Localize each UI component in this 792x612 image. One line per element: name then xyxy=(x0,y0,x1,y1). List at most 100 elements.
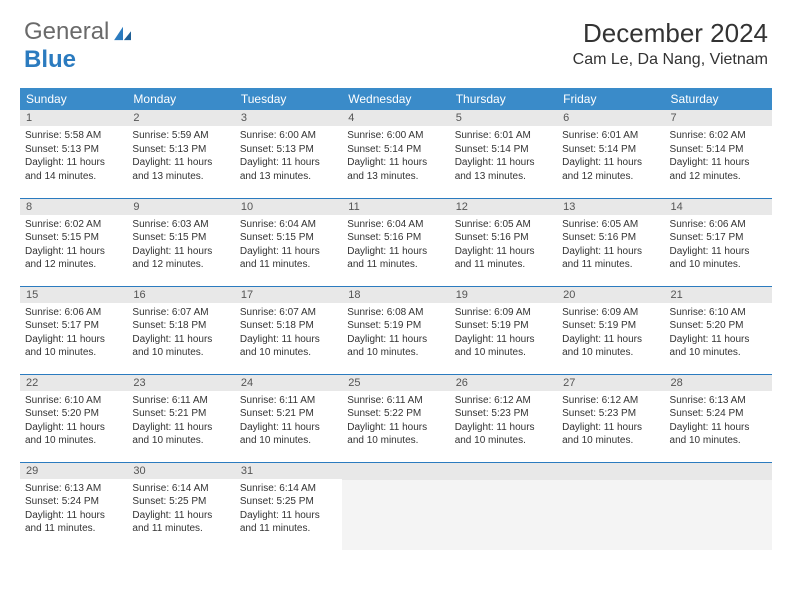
day-details: Sunrise: 6:08 AMSunset: 5:19 PMDaylight:… xyxy=(342,303,449,364)
day-details: Sunrise: 6:03 AMSunset: 5:15 PMDaylight:… xyxy=(127,215,234,276)
day-number: 15 xyxy=(20,287,127,303)
day-number: 13 xyxy=(557,199,664,215)
calendar-row: 8Sunrise: 6:02 AMSunset: 5:15 PMDaylight… xyxy=(20,198,772,286)
day-details: Sunrise: 5:58 AMSunset: 5:13 PMDaylight:… xyxy=(20,126,127,187)
month-title: December 2024 xyxy=(573,18,768,49)
day-details: Sunrise: 6:07 AMSunset: 5:18 PMDaylight:… xyxy=(127,303,234,364)
day-details: Sunrise: 6:14 AMSunset: 5:25 PMDaylight:… xyxy=(235,479,342,540)
calendar-cell: 1Sunrise: 5:58 AMSunset: 5:13 PMDaylight… xyxy=(20,110,127,198)
day-body-empty xyxy=(665,480,772,551)
calendar-cell: 14Sunrise: 6:06 AMSunset: 5:17 PMDayligh… xyxy=(665,198,772,286)
calendar-cell xyxy=(665,462,772,550)
day-details: Sunrise: 6:10 AMSunset: 5:20 PMDaylight:… xyxy=(665,303,772,364)
day-details: Sunrise: 6:02 AMSunset: 5:15 PMDaylight:… xyxy=(20,215,127,276)
calendar-cell: 7Sunrise: 6:02 AMSunset: 5:14 PMDaylight… xyxy=(665,110,772,198)
day-details: Sunrise: 6:07 AMSunset: 5:18 PMDaylight:… xyxy=(235,303,342,364)
calendar-row: 22Sunrise: 6:10 AMSunset: 5:20 PMDayligh… xyxy=(20,374,772,462)
day-details: Sunrise: 6:09 AMSunset: 5:19 PMDaylight:… xyxy=(557,303,664,364)
day-details: Sunrise: 5:59 AMSunset: 5:13 PMDaylight:… xyxy=(127,126,234,187)
day-details: Sunrise: 6:05 AMSunset: 5:16 PMDaylight:… xyxy=(450,215,557,276)
calendar-cell: 26Sunrise: 6:12 AMSunset: 5:23 PMDayligh… xyxy=(450,374,557,462)
day-details: Sunrise: 6:14 AMSunset: 5:25 PMDaylight:… xyxy=(127,479,234,540)
calendar-cell: 16Sunrise: 6:07 AMSunset: 5:18 PMDayligh… xyxy=(127,286,234,374)
day-number: 3 xyxy=(235,110,342,126)
day-body-empty xyxy=(557,480,664,551)
location-subtitle: Cam Le, Da Nang, Vietnam xyxy=(573,51,768,69)
calendar-cell: 9Sunrise: 6:03 AMSunset: 5:15 PMDaylight… xyxy=(127,198,234,286)
day-details: Sunrise: 6:04 AMSunset: 5:16 PMDaylight:… xyxy=(342,215,449,276)
page-header: GeneralBlue December 2024 Cam Le, Da Nan… xyxy=(0,0,792,82)
calendar-cell: 2Sunrise: 5:59 AMSunset: 5:13 PMDaylight… xyxy=(127,110,234,198)
calendar-cell: 20Sunrise: 6:09 AMSunset: 5:19 PMDayligh… xyxy=(557,286,664,374)
day-number: 30 xyxy=(127,463,234,479)
calendar-body: 1Sunrise: 5:58 AMSunset: 5:13 PMDaylight… xyxy=(20,110,772,550)
calendar-cell: 22Sunrise: 6:10 AMSunset: 5:20 PMDayligh… xyxy=(20,374,127,462)
day-number: 20 xyxy=(557,287,664,303)
day-details: Sunrise: 6:01 AMSunset: 5:14 PMDaylight:… xyxy=(450,126,557,187)
calendar-cell: 24Sunrise: 6:11 AMSunset: 5:21 PMDayligh… xyxy=(235,374,342,462)
day-details: Sunrise: 6:09 AMSunset: 5:19 PMDaylight:… xyxy=(450,303,557,364)
day-number: 23 xyxy=(127,375,234,391)
calendar-cell: 12Sunrise: 6:05 AMSunset: 5:16 PMDayligh… xyxy=(450,198,557,286)
day-details: Sunrise: 6:00 AMSunset: 5:14 PMDaylight:… xyxy=(342,126,449,187)
calendar-cell: 17Sunrise: 6:07 AMSunset: 5:18 PMDayligh… xyxy=(235,286,342,374)
day-number: 18 xyxy=(342,287,449,303)
weekday-header: Saturday xyxy=(665,88,772,110)
day-number: 27 xyxy=(557,375,664,391)
day-number-empty xyxy=(665,463,772,480)
day-number: 7 xyxy=(665,110,772,126)
day-details: Sunrise: 6:11 AMSunset: 5:21 PMDaylight:… xyxy=(235,391,342,452)
calendar-row: 15Sunrise: 6:06 AMSunset: 5:17 PMDayligh… xyxy=(20,286,772,374)
day-details: Sunrise: 6:13 AMSunset: 5:24 PMDaylight:… xyxy=(665,391,772,452)
weekday-header: Friday xyxy=(557,88,664,110)
day-number: 24 xyxy=(235,375,342,391)
day-number: 12 xyxy=(450,199,557,215)
calendar-cell xyxy=(557,462,664,550)
weekday-header: Thursday xyxy=(450,88,557,110)
calendar-cell: 15Sunrise: 6:06 AMSunset: 5:17 PMDayligh… xyxy=(20,286,127,374)
calendar-cell: 4Sunrise: 6:00 AMSunset: 5:14 PMDaylight… xyxy=(342,110,449,198)
calendar-cell: 18Sunrise: 6:08 AMSunset: 5:19 PMDayligh… xyxy=(342,286,449,374)
calendar-cell: 30Sunrise: 6:14 AMSunset: 5:25 PMDayligh… xyxy=(127,462,234,550)
calendar-cell xyxy=(342,462,449,550)
day-number-empty xyxy=(557,463,664,480)
day-details: Sunrise: 6:02 AMSunset: 5:14 PMDaylight:… xyxy=(665,126,772,187)
day-number: 19 xyxy=(450,287,557,303)
day-details: Sunrise: 6:10 AMSunset: 5:20 PMDaylight:… xyxy=(20,391,127,452)
day-number: 8 xyxy=(20,199,127,215)
day-number: 21 xyxy=(665,287,772,303)
day-number: 1 xyxy=(20,110,127,126)
calendar-cell: 19Sunrise: 6:09 AMSunset: 5:19 PMDayligh… xyxy=(450,286,557,374)
weekday-header: Tuesday xyxy=(235,88,342,110)
weekday-header: Wednesday xyxy=(342,88,449,110)
calendar-row: 29Sunrise: 6:13 AMSunset: 5:24 PMDayligh… xyxy=(20,462,772,550)
day-details: Sunrise: 6:04 AMSunset: 5:15 PMDaylight:… xyxy=(235,215,342,276)
weekday-header-row: Sunday Monday Tuesday Wednesday Thursday… xyxy=(20,88,772,110)
day-number: 6 xyxy=(557,110,664,126)
day-number: 9 xyxy=(127,199,234,215)
day-details: Sunrise: 6:11 AMSunset: 5:21 PMDaylight:… xyxy=(127,391,234,452)
day-number: 25 xyxy=(342,375,449,391)
day-number: 22 xyxy=(20,375,127,391)
calendar-cell xyxy=(450,462,557,550)
day-number: 14 xyxy=(665,199,772,215)
calendar-cell: 29Sunrise: 6:13 AMSunset: 5:24 PMDayligh… xyxy=(20,462,127,550)
day-number: 17 xyxy=(235,287,342,303)
calendar-cell: 13Sunrise: 6:05 AMSunset: 5:16 PMDayligh… xyxy=(557,198,664,286)
day-number: 16 xyxy=(127,287,234,303)
calendar-cell: 3Sunrise: 6:00 AMSunset: 5:13 PMDaylight… xyxy=(235,110,342,198)
day-number: 2 xyxy=(127,110,234,126)
day-number: 10 xyxy=(235,199,342,215)
title-block: December 2024 Cam Le, Da Nang, Vietnam xyxy=(573,18,768,69)
day-details: Sunrise: 6:13 AMSunset: 5:24 PMDaylight:… xyxy=(20,479,127,540)
calendar-row: 1Sunrise: 5:58 AMSunset: 5:13 PMDaylight… xyxy=(20,110,772,198)
day-details: Sunrise: 6:01 AMSunset: 5:14 PMDaylight:… xyxy=(557,126,664,187)
logo-sail-icon xyxy=(113,20,133,47)
day-body-empty xyxy=(342,480,449,551)
calendar-cell: 31Sunrise: 6:14 AMSunset: 5:25 PMDayligh… xyxy=(235,462,342,550)
day-number: 11 xyxy=(342,199,449,215)
logo-text-blue: Blue xyxy=(24,46,76,73)
day-number-empty xyxy=(450,463,557,480)
day-number: 5 xyxy=(450,110,557,126)
day-number-empty xyxy=(342,463,449,480)
